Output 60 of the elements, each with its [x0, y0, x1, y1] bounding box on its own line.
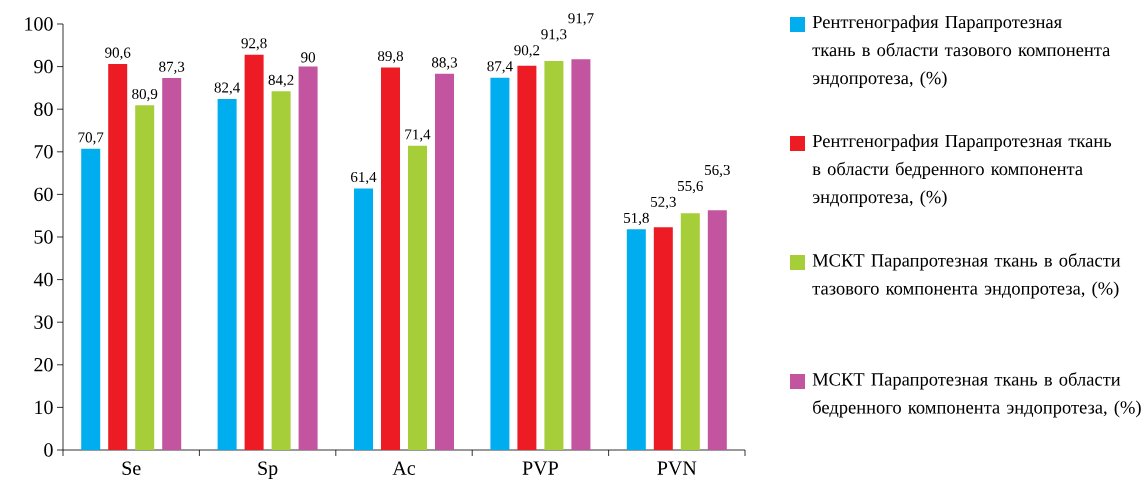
data-label: 88,3 [431, 57, 458, 70]
bar [81, 148, 101, 450]
y-tick-label: 30 [34, 315, 53, 329]
bar [653, 227, 673, 450]
x-tick-label: PVN [657, 461, 697, 475]
data-label: 89,8 [377, 50, 404, 64]
bar [244, 54, 264, 450]
y-tick-label: 60 [34, 187, 53, 202]
data-label: 92,8 [241, 38, 267, 51]
bar [490, 77, 510, 450]
x-tick-label: Sp [258, 461, 278, 479]
y-tick-label: 70 [34, 145, 53, 159]
data-label: 52,3 [651, 196, 676, 210]
data-label: 82,4 [214, 82, 240, 95]
legend-label: Рентгенография Парапротезная ткань в области бедренного компонента эндопротеза, (%) [812, 134, 1112, 207]
data-label: 80,9 [132, 88, 158, 102]
bar [298, 66, 318, 450]
y-tick-label: 40 [33, 272, 53, 287]
data-label: 87,3 [159, 61, 185, 74]
bar [435, 73, 455, 450]
bar [626, 229, 646, 450]
data-label: 51,8 [624, 212, 649, 226]
data-label: 56,3 [705, 164, 730, 178]
data-label: 90,6 [105, 47, 131, 60]
data-label: 90 [301, 52, 316, 63]
bar [108, 64, 128, 450]
data-label: 71,4 [405, 129, 431, 142]
bar [544, 61, 564, 450]
data-label: 91,7 [568, 13, 594, 26]
x-tick-label: Se [122, 461, 141, 475]
legend-label: МСКТ Парапротезная ткань в области бедренного компонента эндопротеза, (%) [812, 372, 1141, 418]
bar [162, 78, 182, 450]
data-label: 90,2 [514, 45, 540, 58]
y-tick-label: 80 [34, 102, 53, 116]
y-tick-label: 10 [35, 400, 53, 415]
bar [680, 213, 700, 450]
data-label: 70,7 [78, 132, 104, 145]
bar [135, 105, 155, 450]
bar [381, 67, 401, 450]
y-tick-label: 20 [34, 358, 53, 372]
x-tick-label: Ac [392, 461, 416, 475]
x-tick-label: PVP [522, 461, 558, 475]
bar [517, 65, 537, 450]
data-label: 91,3 [541, 29, 567, 42]
data-label: 84,2 [268, 74, 294, 88]
bar [571, 59, 591, 450]
bar [271, 91, 291, 450]
bar [408, 145, 428, 450]
legend-label: МСКТ Парапротезная ткань в области тазового компонента эндопротеза, (%) [812, 253, 1121, 299]
data-label: 55,6 [678, 180, 703, 194]
y-tick-label: 90 [34, 59, 53, 74]
bar [707, 210, 727, 450]
bar [217, 98, 237, 450]
y-tick-label: 50 [34, 230, 53, 244]
bar [354, 188, 374, 450]
data-label: 87,4 [487, 61, 513, 74]
y-tick-label: 100 [25, 17, 53, 31]
legend-label: Рентгенография Парапротезная ткань в области тазового компонента эндопротеза, (%) [812, 15, 1111, 88]
y-tick-label: 0 [44, 443, 53, 457]
data-label: 61,4 [351, 172, 377, 185]
